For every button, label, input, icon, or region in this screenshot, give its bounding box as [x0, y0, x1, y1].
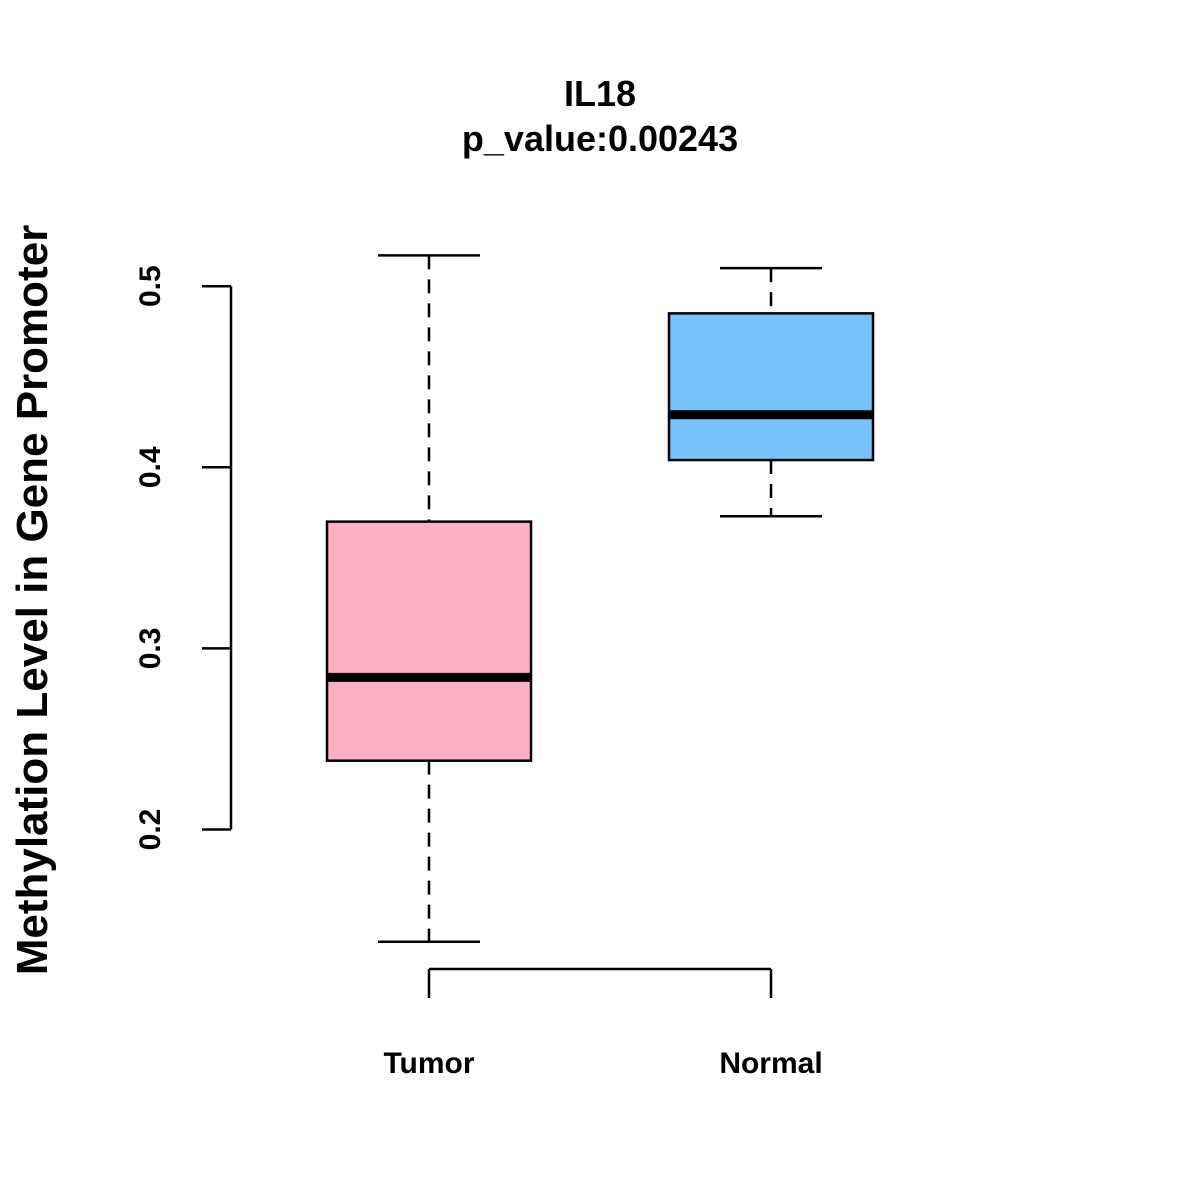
box-normal: [667, 266, 875, 518]
y-tick-label: 0.4: [134, 446, 167, 488]
box-tumor: [325, 254, 533, 944]
iqr-box: [325, 520, 533, 762]
x-tick-label: Normal: [719, 1047, 822, 1080]
chart-subtitle: p_value:0.00243: [462, 118, 738, 159]
y-tick-label: 0.5: [134, 265, 167, 307]
iqr-box: [667, 312, 875, 462]
y-tick-label: 0.3: [134, 628, 167, 670]
y-tick-label: 0.2: [134, 809, 167, 851]
box-series: [325, 254, 875, 944]
x-axis: Tumor Normal: [383, 967, 823, 1080]
chart-title: IL18: [564, 73, 636, 114]
x-tick-label: Tumor: [383, 1047, 474, 1080]
y-axis: 0.2 0.3 0.4 0.5: [134, 265, 233, 851]
y-axis-label: Methylation Level in Gene Promoter: [8, 225, 57, 976]
